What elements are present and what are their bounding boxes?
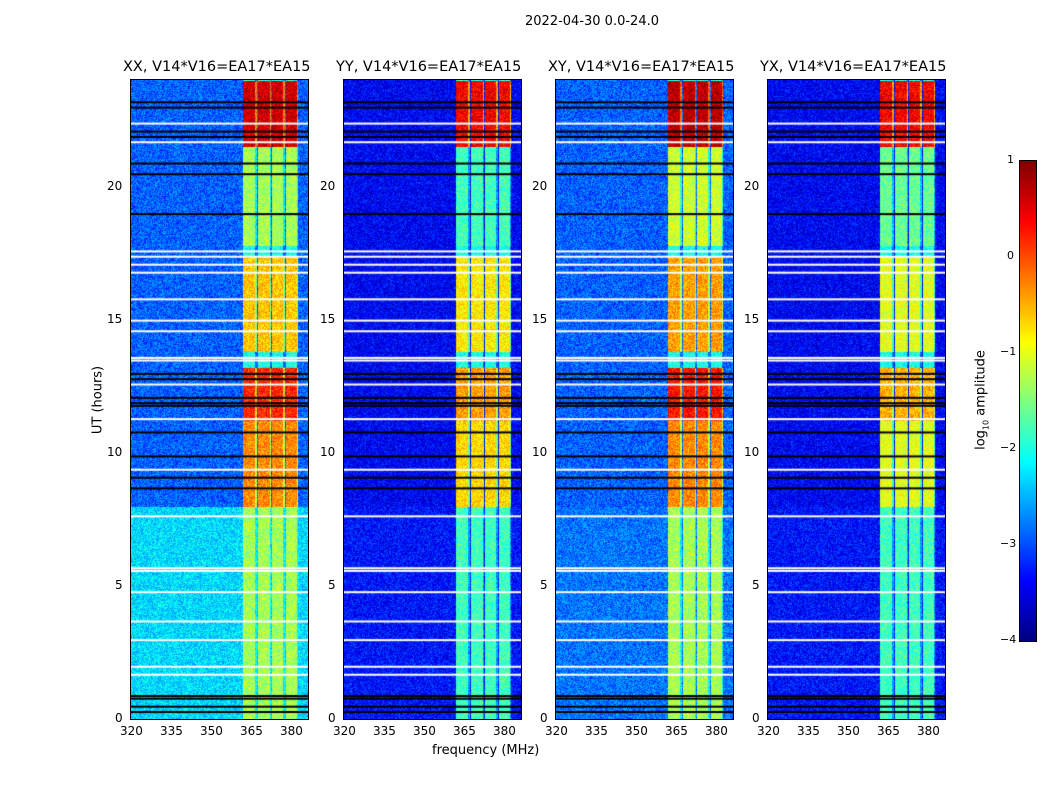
y-tick-label: 5	[752, 577, 760, 592]
y-tick-label: 20	[320, 178, 336, 193]
y-tick-label: 0	[752, 711, 760, 725]
x-tick-label: 365	[239, 724, 263, 738]
colorbar-tick-label: −4	[1000, 633, 1017, 646]
y-axis-label: UT (hours)	[90, 365, 106, 435]
y-tick-label: 0	[115, 711, 123, 725]
y-tick-label: 15	[107, 311, 123, 326]
x-tick-label: 320	[333, 724, 356, 738]
x-tick-label: 350	[836, 724, 860, 738]
heatmap-panel-yx	[767, 79, 946, 720]
y-tick-label: 15	[320, 311, 336, 326]
x-tick-label: 380	[704, 724, 728, 738]
x-tick-label: 380	[492, 724, 516, 738]
x-tick-label: 365	[452, 724, 476, 738]
colorbar-label: log10 amplitude	[974, 350, 991, 450]
x-tick-label: 335	[372, 724, 396, 738]
x-tick-label: 335	[796, 724, 820, 738]
heatmap-panel-xx	[130, 79, 309, 720]
panel-title: YY, V14*V16=EA17*EA15	[336, 59, 522, 75]
y-tick-label: 5	[115, 577, 123, 592]
y-tick-label: 20	[107, 178, 123, 193]
y-tick-label: 0	[328, 711, 336, 725]
colorbar-label-main: log	[973, 430, 989, 450]
y-tick-label: 10	[320, 444, 336, 459]
x-tick-label: 335	[159, 724, 183, 738]
x-tick-label: 350	[199, 724, 223, 738]
y-tick-label: 20	[532, 178, 548, 193]
colorbar-tick-label: 0	[1007, 249, 1014, 262]
x-tick-label: 350	[624, 724, 648, 738]
x-tick-label: 365	[664, 724, 688, 738]
colorbar-tick-label: −1	[1000, 345, 1017, 358]
panel-title: YX, V14*V16=EA17*EA15	[760, 59, 947, 75]
x-tick-label: 320	[757, 724, 780, 738]
heatmap-panel-yy	[343, 79, 522, 720]
y-tick-label: 15	[744, 311, 760, 326]
colorbar-label-rest: amplitude	[973, 350, 989, 420]
y-tick-label: 20	[744, 178, 760, 193]
panel-title: XY, V14*V16=EA17*EA15	[548, 59, 735, 75]
x-tick-label: 350	[412, 724, 436, 738]
y-tick-label: 10	[744, 444, 760, 459]
y-tick-label: 10	[532, 444, 548, 459]
heatmap-panel-xy	[555, 79, 734, 720]
y-tick-label: 10	[107, 444, 123, 459]
y-tick-label: 5	[328, 577, 336, 592]
colorbar-tick-label: −3	[1000, 537, 1017, 550]
x-tick-label: 380	[279, 724, 303, 738]
x-tick-label: 320	[120, 724, 143, 738]
y-tick-label: 5	[540, 577, 548, 592]
colorbar-tick-label: 1	[1007, 153, 1014, 166]
colorbar-label-sub: 10	[981, 419, 991, 431]
figure-suptitle: 2022-04-30 0.0-24.0	[525, 14, 659, 29]
x-tick-label: 320	[545, 724, 568, 738]
colorbar	[1019, 160, 1037, 642]
x-tick-label: 335	[584, 724, 608, 738]
x-tick-label: 365	[876, 724, 900, 738]
y-tick-label: 0	[540, 711, 548, 725]
x-axis-label: frequency (MHz)	[432, 743, 540, 758]
x-tick-label: 380	[916, 724, 940, 738]
y-tick-label: 15	[532, 311, 548, 326]
colorbar-tick-label: −2	[1000, 441, 1017, 454]
panel-title: XX, V14*V16=EA17*EA15	[123, 59, 311, 75]
